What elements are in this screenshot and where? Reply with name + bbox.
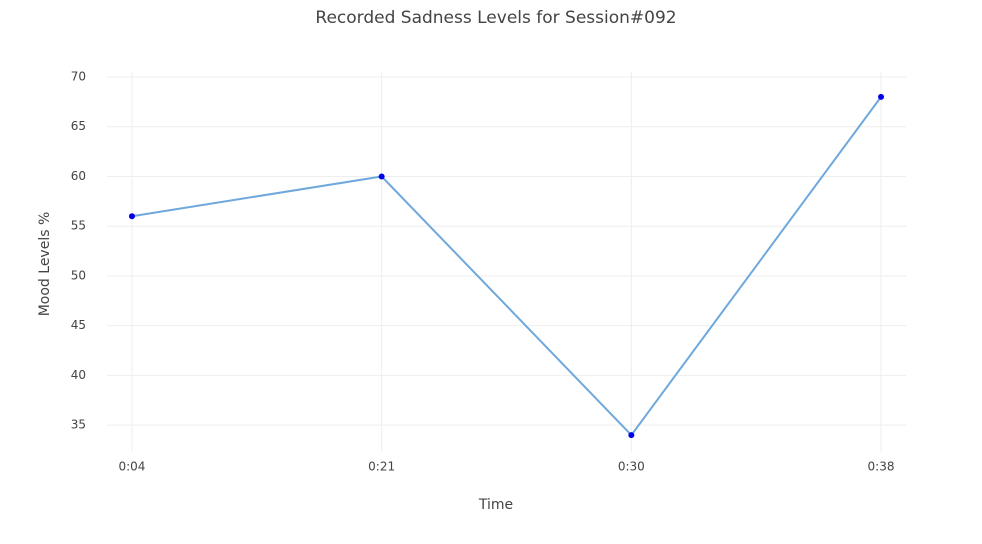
x-tick-label: 0:04 xyxy=(118,460,145,474)
chart-title: Recorded Sadness Levels for Session#092 xyxy=(315,8,676,28)
y-tick-label: 35 xyxy=(71,418,86,432)
y-tick-label: 50 xyxy=(71,268,86,282)
y-tick-label: 65 xyxy=(71,119,86,133)
y-tick-label: 45 xyxy=(71,318,86,332)
x-tick-label: 0:30 xyxy=(618,460,645,474)
y-tick-label: 70 xyxy=(71,70,86,84)
y-axis-title: Mood Levels % xyxy=(37,212,53,317)
y-tick-label: 60 xyxy=(71,169,86,183)
y-tick-label: 55 xyxy=(71,219,86,233)
marker xyxy=(878,93,885,100)
x-tick-label: 0:38 xyxy=(868,460,895,474)
line xyxy=(131,96,882,437)
y-tick-label: 40 xyxy=(71,368,86,382)
marker xyxy=(628,432,635,439)
x-tick-label: 0:21 xyxy=(368,460,395,474)
x-axis-title: Time xyxy=(478,497,513,513)
marker xyxy=(128,213,135,220)
marker xyxy=(378,173,385,180)
